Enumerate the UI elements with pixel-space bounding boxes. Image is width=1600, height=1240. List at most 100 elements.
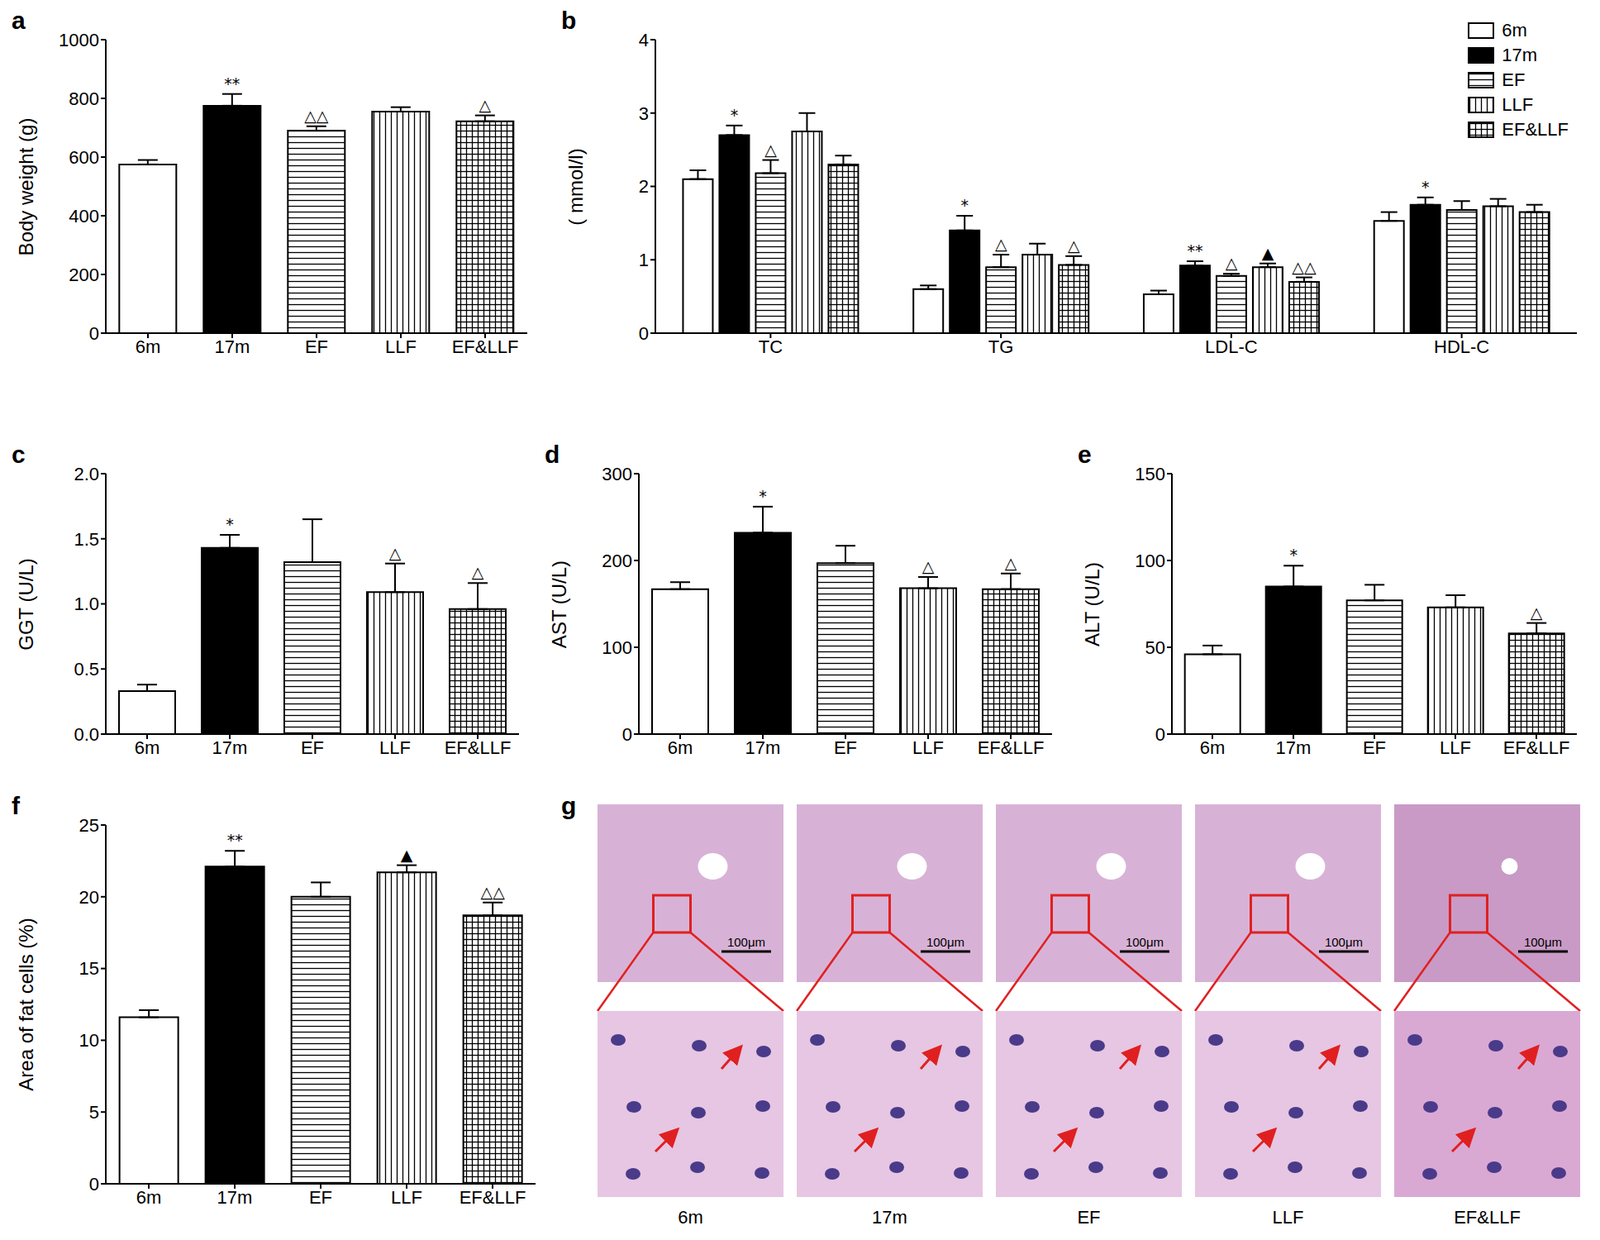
svg-text:*: * — [758, 486, 767, 505]
html-text:Area of fat cells (%): Area of fat cells (%) — [14, 917, 38, 1091]
svg-text:1.5: 1.5 — [73, 528, 100, 550]
svg-text:△: △ — [389, 543, 402, 562]
svg-text:△△: △△ — [480, 882, 506, 901]
svg-text:2.0: 2.0 — [73, 463, 100, 485]
svg-text:6m: 6m — [135, 336, 162, 358]
svg-text:LLF: LLF — [912, 737, 944, 758]
svg-text:△: △ — [1530, 603, 1543, 622]
svg-text:4: 4 — [638, 29, 649, 51]
html-text:Body weight (g): Body weight (g) — [14, 117, 38, 256]
svg-text:17m: 17m — [212, 737, 248, 758]
svg-text:5: 5 — [89, 1101, 100, 1123]
svg-text:0: 0 — [622, 723, 633, 745]
svg-text:100: 100 — [1134, 550, 1166, 572]
svg-text:17m: 17m — [871, 1206, 908, 1228]
svg-text:EF&LLF: EF&LLF — [452, 336, 520, 358]
svg-text:△: △ — [995, 234, 1008, 253]
svg-text:△: △ — [1067, 236, 1081, 255]
svg-text:EF: EF — [304, 336, 329, 358]
svg-text:EF&LLF: EF&LLF — [1453, 1206, 1521, 1228]
svg-text:17m: 17m — [745, 737, 781, 758]
svg-text:0.0: 0.0 — [73, 723, 100, 745]
svg-text:100μm: 100μm — [1125, 934, 1164, 949]
svg-text:△: △ — [922, 557, 935, 576]
svg-text:*: * — [225, 514, 234, 534]
svg-text:EF&LLF: EF&LLF — [977, 737, 1045, 758]
svg-text:0: 0 — [638, 323, 649, 344]
svg-text:20: 20 — [79, 886, 100, 908]
svg-text:17m: 17m — [1276, 737, 1312, 758]
svg-text:LLF: LLF — [379, 737, 411, 758]
svg-text:LLF: LLF — [385, 336, 417, 358]
svg-text:100μm: 100μm — [1523, 934, 1562, 949]
svg-text:**: ** — [227, 830, 243, 849]
svg-text:1000: 1000 — [58, 29, 100, 51]
svg-text:*: * — [960, 195, 969, 215]
svg-text:50: 50 — [1145, 637, 1166, 658]
svg-text:EF: EF — [300, 737, 324, 758]
svg-text:EF: EF — [309, 1186, 333, 1208]
svg-text:△: △ — [764, 140, 777, 159]
svg-text:EF: EF — [833, 737, 858, 758]
svg-text:300: 300 — [601, 463, 633, 485]
svg-text:△△: △△ — [304, 106, 329, 125]
svg-text:△: △ — [1004, 553, 1018, 572]
svg-text:100: 100 — [601, 637, 633, 658]
svg-text:600: 600 — [68, 147, 100, 168]
svg-text:HDL-C: HDL-C — [1433, 336, 1490, 358]
svg-text:**: ** — [1186, 241, 1203, 260]
svg-text:1: 1 — [638, 249, 649, 271]
svg-text:800: 800 — [68, 88, 100, 110]
html-text:( mmol/l): ( mmol/l) — [564, 147, 587, 225]
svg-text:6m: 6m — [1200, 737, 1226, 758]
svg-text:6m: 6m — [136, 1186, 162, 1208]
svg-text:EF: EF — [1362, 737, 1386, 758]
svg-text:15: 15 — [79, 957, 100, 979]
svg-text:EF: EF — [1076, 1206, 1100, 1228]
svg-text:**: ** — [223, 74, 240, 93]
svg-text:0: 0 — [89, 323, 100, 344]
svg-text:10: 10 — [79, 1029, 100, 1051]
svg-text:*: * — [1421, 177, 1430, 196]
html-text:GGT (U/L): GGT (U/L) — [14, 557, 38, 650]
svg-text:0: 0 — [89, 1173, 100, 1195]
html-text:AST (U/L): AST (U/L) — [547, 559, 571, 648]
svg-text:LDL-C: LDL-C — [1204, 336, 1258, 358]
svg-text:100μm: 100μm — [926, 934, 965, 949]
svg-text:EF&LLF: EF&LLF — [444, 737, 512, 758]
svg-text:LLF: LLF — [390, 1186, 423, 1208]
svg-text:LLF: LLF — [1272, 1206, 1305, 1228]
svg-text:0: 0 — [1155, 723, 1166, 745]
svg-text:1.0: 1.0 — [73, 593, 100, 615]
svg-text:17m: 17m — [217, 1186, 253, 1208]
svg-text:△: △ — [1225, 253, 1239, 272]
svg-text:6m: 6m — [134, 737, 161, 758]
svg-text:6m: 6m — [677, 1206, 704, 1228]
svg-text:▲: ▲ — [400, 845, 414, 864]
svg-text:3: 3 — [638, 103, 649, 124]
svg-text:200: 200 — [68, 264, 100, 286]
svg-text:17m: 17m — [214, 336, 251, 358]
svg-text:150: 150 — [1134, 463, 1166, 485]
svg-text:200: 200 — [601, 550, 633, 572]
svg-text:100μm: 100μm — [727, 934, 766, 949]
svg-text:LLF: LLF — [1439, 737, 1472, 758]
svg-text:*: * — [1289, 545, 1298, 564]
svg-text:△△: △△ — [1291, 257, 1317, 277]
html-text:6m: 6m — [1501, 19, 1528, 41]
svg-text:TC: TC — [758, 336, 783, 358]
svg-text:6m: 6m — [667, 737, 694, 758]
svg-text:2: 2 — [638, 176, 649, 197]
svg-text:△: △ — [479, 95, 492, 115]
svg-text:400: 400 — [68, 205, 100, 227]
svg-text:TG: TG — [988, 336, 1015, 358]
svg-text:100μm: 100μm — [1324, 934, 1363, 949]
svg-text:▲: ▲ — [1261, 243, 1275, 262]
svg-text:EF&LLF: EF&LLF — [1503, 737, 1571, 758]
svg-text:*: * — [730, 105, 739, 124]
svg-text:EF&LLF: EF&LLF — [459, 1186, 527, 1208]
svg-text:△: △ — [471, 562, 485, 581]
svg-text:25: 25 — [79, 814, 100, 836]
svg-text:0.5: 0.5 — [73, 658, 100, 680]
html-text:ALT (U/L): ALT (U/L) — [1080, 561, 1104, 646]
